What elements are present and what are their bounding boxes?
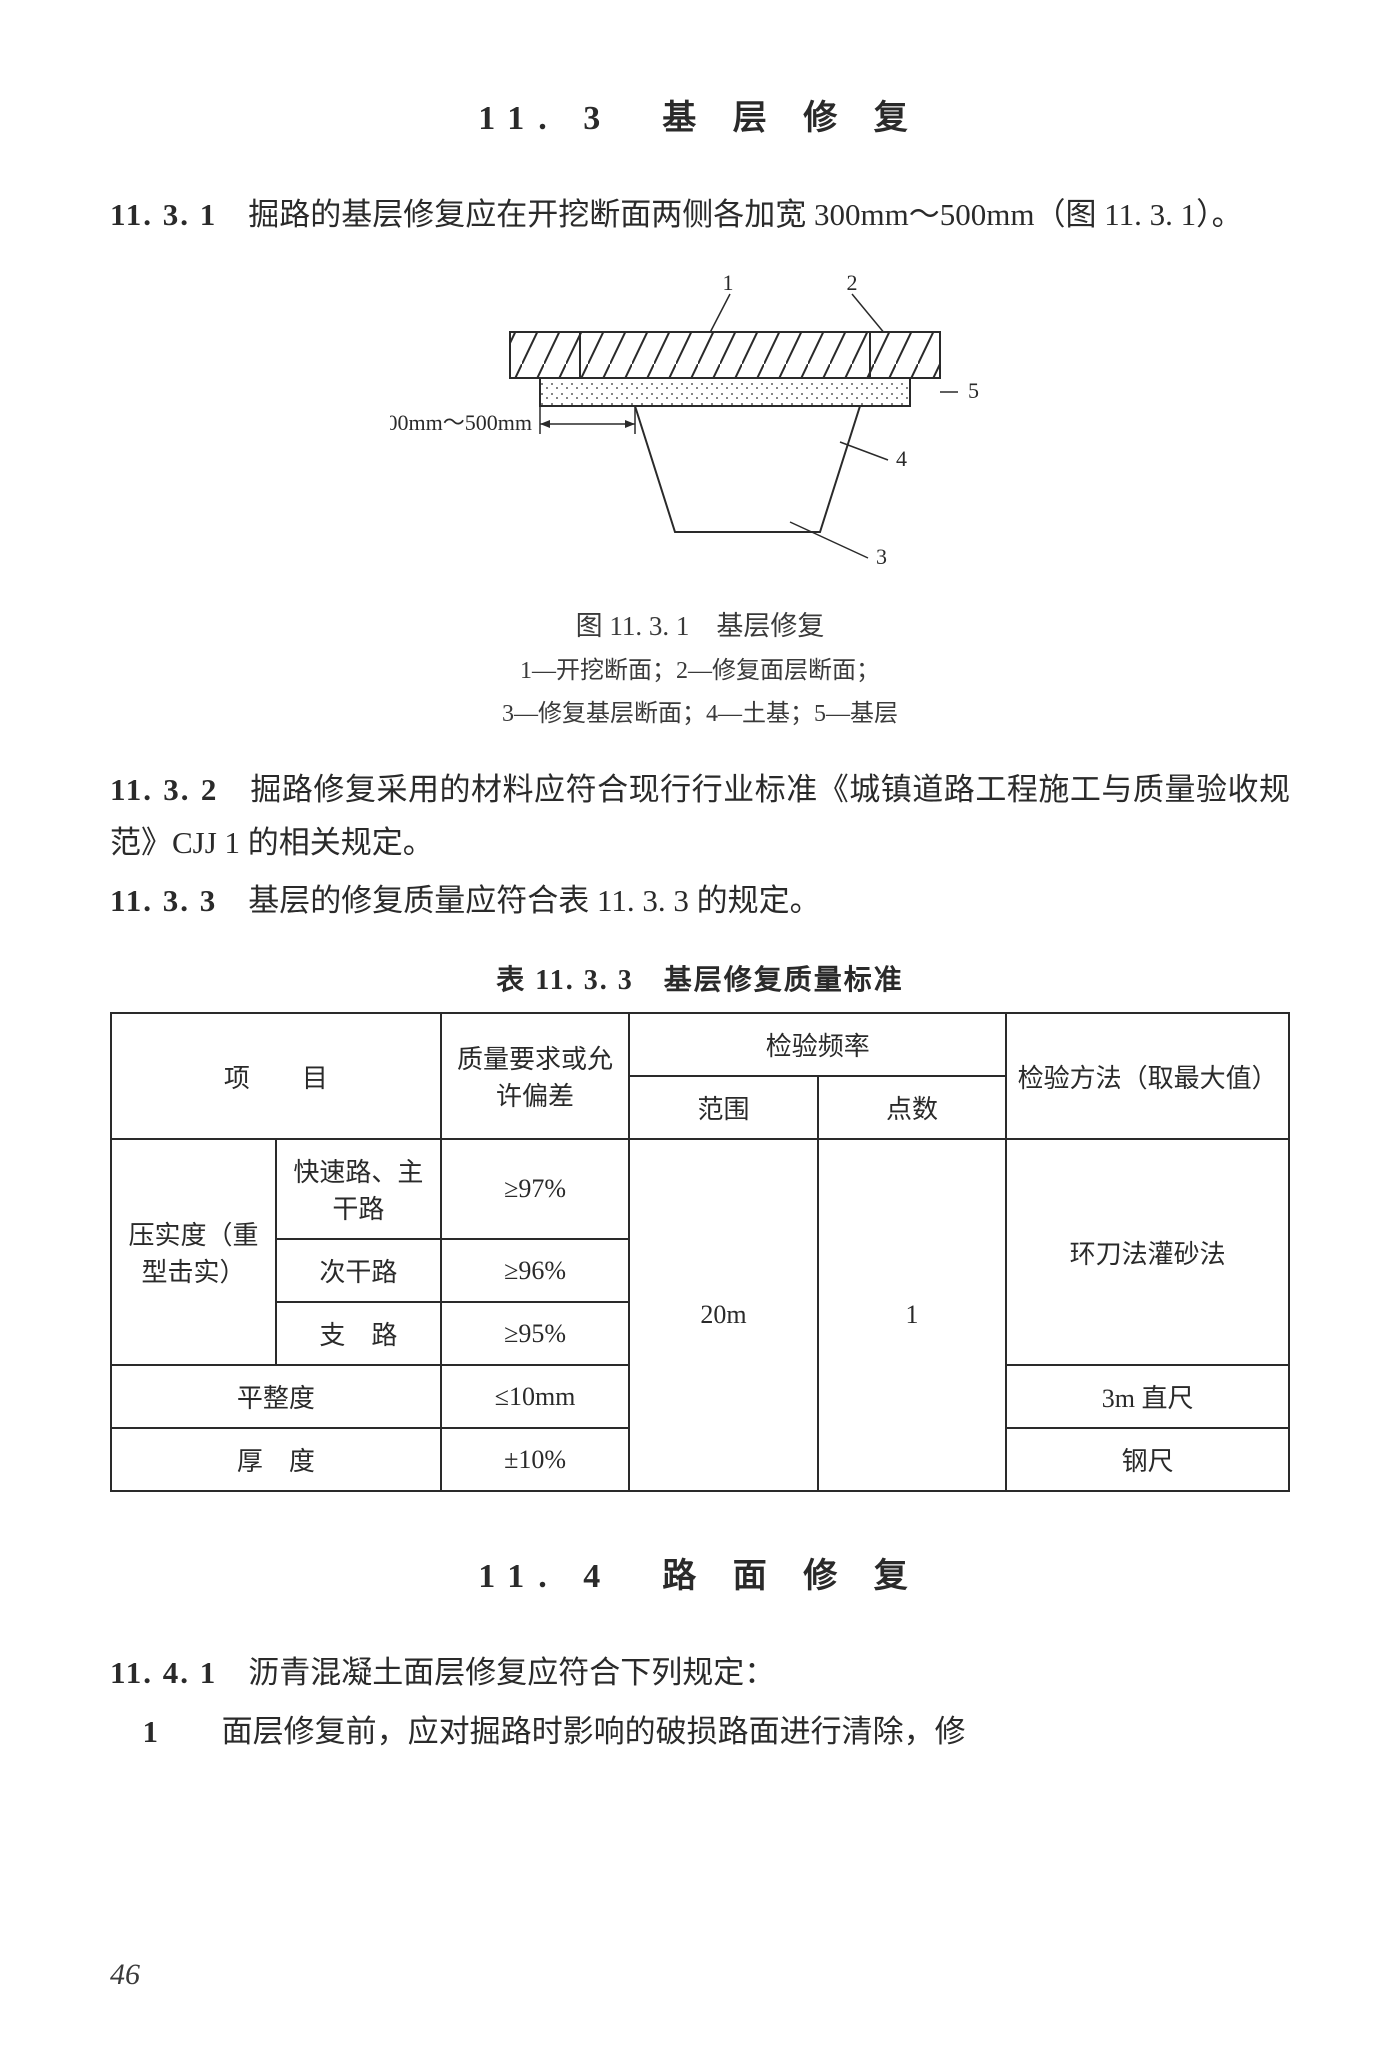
th-range: 范围 bbox=[629, 1076, 817, 1139]
th-method: 检验方法（取最大值） bbox=[1006, 1013, 1289, 1139]
clause-text: 掘路的基层修复应在开挖断面两侧各加宽 300mm～500mm（图 11. 3. … bbox=[217, 197, 1242, 232]
clause-11-4-1: 11. 4. 1 沥青混凝土面层修复应符合下列规定： bbox=[110, 1647, 1290, 1700]
table-title: 表 11. 3. 3 基层修复质量标准 bbox=[110, 958, 1290, 998]
clause-number: 11. 3. 2 bbox=[110, 772, 218, 807]
cell: ≤10mm bbox=[441, 1365, 629, 1428]
callout-2: 2 bbox=[847, 272, 858, 295]
cell: ≥96% bbox=[441, 1239, 629, 1302]
cell-method: 钢尺 bbox=[1006, 1428, 1289, 1491]
table-row: 压实度（重型击实） 快速路、主干路 ≥97% 20m 1 环刀法灌砂法 bbox=[111, 1139, 1289, 1239]
callout-5: 5 bbox=[968, 378, 979, 403]
cell: ±10% bbox=[441, 1428, 629, 1491]
cell-method: 环刀法灌砂法 bbox=[1006, 1139, 1289, 1365]
clause-number: 11. 3. 3 bbox=[110, 883, 217, 918]
cell: ≥97% bbox=[441, 1139, 629, 1239]
th-points: 点数 bbox=[818, 1076, 1006, 1139]
cell-flatness-label: 平整度 bbox=[111, 1365, 441, 1428]
table-11-3-3: 项 目 质量要求或允许偏差 检验频率 检验方法（取最大值） 范围 点数 压实度（… bbox=[110, 1012, 1290, 1492]
clause-text: 掘路修复采用的材料应符合现行行业标准《城镇道路工程施工与质量验收规范》CJJ 1… bbox=[110, 772, 1290, 860]
cell-method: 3m 直尺 bbox=[1006, 1365, 1289, 1428]
cell-points: 1 bbox=[818, 1139, 1006, 1491]
cell-thickness-label: 厚 度 bbox=[111, 1428, 441, 1491]
section-heading-11-3: 11. 3 基 层 修 复 bbox=[110, 90, 1290, 139]
enum-text: 面层修复前，应对掘路时影响的破损路面进行清除，修 bbox=[191, 1714, 966, 1749]
clause-11-3-1: 11. 3. 1 掘路的基层修复应在开挖断面两侧各加宽 300mm～500mm（… bbox=[110, 189, 1290, 242]
figure-legend-line2: 3—修复基层断面；4—土基；5—基层 bbox=[502, 693, 898, 736]
clause-number: 11. 4. 1 bbox=[110, 1655, 217, 1690]
figure-caption: 图 11. 3. 1 基层修复 bbox=[576, 604, 825, 650]
cell-compaction-label: 压实度（重型击实） bbox=[111, 1139, 276, 1365]
callout-1: 1 bbox=[723, 272, 734, 295]
th-item: 项 目 bbox=[111, 1013, 441, 1139]
callout-3: 3 bbox=[876, 544, 887, 569]
figure-legend-line1: 1—开挖断面；2—修复面层断面； bbox=[520, 650, 880, 693]
figure-11-3-1: 1 2 5 bbox=[110, 272, 1290, 736]
document-page: 11. 3 基 层 修 复 11. 3. 1 掘路的基层修复应在开挖断面两侧各加… bbox=[0, 0, 1400, 2048]
clause-text: 基层的修复质量应符合表 11. 3. 3 的规定。 bbox=[217, 883, 820, 918]
clause-11-3-2: 11. 3. 2 掘路修复采用的材料应符合现行行业标准《城镇道路工程施工与质量验… bbox=[110, 764, 1290, 869]
table-header-row: 项 目 质量要求或允许偏差 检验频率 检验方法（取最大值） bbox=[111, 1013, 1289, 1076]
cell: 支 路 bbox=[276, 1302, 441, 1365]
clause-11-4-1-item-1: 1 面层修复前，应对掘路时影响的破损路面进行清除，修 bbox=[110, 1706, 1290, 1759]
th-req: 质量要求或允许偏差 bbox=[441, 1013, 629, 1139]
dimension-label: 300mm～500mm bbox=[390, 410, 532, 435]
clause-text: 沥青混凝土面层修复应符合下列规定： bbox=[217, 1655, 775, 1690]
figure-svg: 1 2 5 bbox=[390, 272, 1010, 592]
cell: 快速路、主干路 bbox=[276, 1139, 441, 1239]
cell-range: 20m bbox=[629, 1139, 817, 1491]
th-freq: 检验频率 bbox=[629, 1013, 1006, 1076]
page-number: 46 bbox=[110, 1958, 140, 1992]
enum-number: 1 bbox=[110, 1706, 191, 1759]
section-heading-11-4: 11. 4 路 面 修 复 bbox=[110, 1548, 1290, 1597]
clause-11-3-3: 11. 3. 3 基层的修复质量应符合表 11. 3. 3 的规定。 bbox=[110, 875, 1290, 928]
clause-number: 11. 3. 1 bbox=[110, 197, 217, 232]
cell: 次干路 bbox=[276, 1239, 441, 1302]
callout-4: 4 bbox=[896, 446, 907, 471]
cell: ≥95% bbox=[441, 1302, 629, 1365]
